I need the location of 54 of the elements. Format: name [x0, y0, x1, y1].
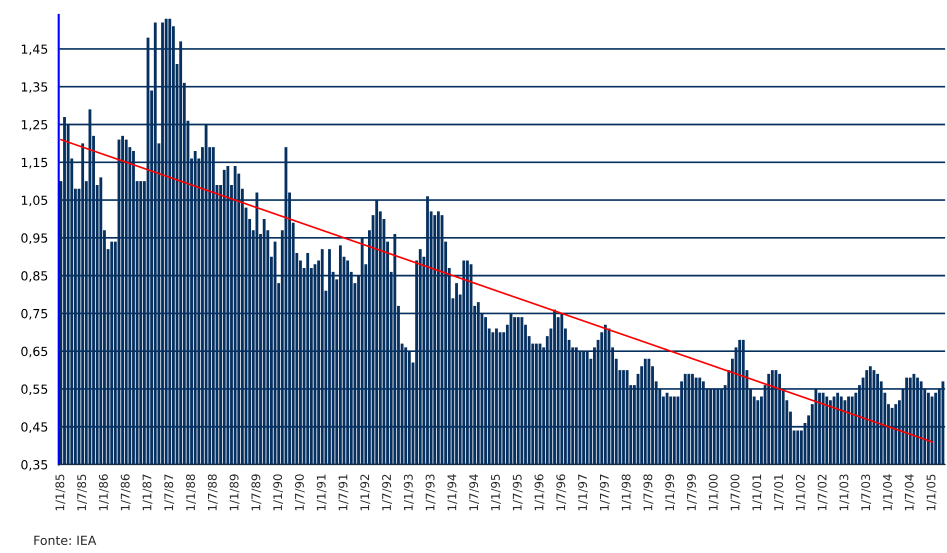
x-tick-label: 1/7/91	[338, 474, 348, 510]
y-tick-label: 1,45	[22, 44, 48, 56]
x-tick-label: 1/7/03	[861, 474, 872, 510]
x-tick-label: 1/7/87	[164, 474, 174, 510]
x-tick-label: 1/1/01	[752, 474, 762, 510]
x-tick-label: 1/7/00	[730, 474, 740, 510]
y-tick-label: 0,65	[21, 346, 48, 358]
x-tick-label: 1/7/94	[469, 474, 480, 510]
y-tick-label: 0,35	[21, 460, 48, 471]
x-tick-label: 1/1/03	[839, 474, 850, 510]
x-tick-label: 1/1/04	[882, 474, 893, 510]
y-tick-label: 1,35	[22, 82, 48, 93]
x-tick-label: 1/7/99	[686, 474, 697, 510]
x-tick-label: 1/7/01	[774, 474, 784, 510]
x-tick-label: 1/7/98	[643, 474, 654, 510]
y-tick-label: 0,55	[21, 384, 48, 396]
x-tick-label: 1/1/86	[98, 474, 109, 510]
x-tick-label: 1/1/93	[404, 474, 414, 510]
x-tick-label: 1/7/04	[904, 474, 915, 510]
x-tick-label: 1/7/93	[426, 474, 436, 510]
x-tick-label: 1/1/85	[55, 474, 66, 510]
x-tick-label: 1/1/02	[796, 474, 806, 510]
source-note: Fonte: IEA	[34, 536, 96, 546]
x-tick-label: 1/1/89	[230, 474, 240, 510]
x-tick-label: 1/7/92	[382, 474, 392, 510]
x-tick-label: 1/1/95	[490, 474, 501, 510]
x-tick-label: 1/7/86	[120, 474, 131, 510]
x-tick-label: 1/7/88	[208, 474, 218, 510]
x-tick-label: 1/7/97	[600, 474, 610, 510]
x-tick-label: 1/7/96	[556, 474, 566, 510]
x-tick-label: 1/7/02	[818, 474, 828, 510]
x-tick-label: 1/1/90	[273, 474, 284, 510]
y-tick-label: 0,95	[21, 233, 48, 244]
x-tick-label: 1/1/87	[142, 474, 152, 510]
y-tick-label: 1,25	[22, 120, 48, 131]
x-tick-label: 1/1/00	[708, 474, 719, 510]
x-tick-label: 1/1/96	[534, 474, 544, 510]
x-tick-label: 1/1/88	[186, 474, 196, 510]
y-tick-label: 0,75	[21, 308, 48, 320]
y-tick-label: 1,05	[22, 196, 48, 206]
x-tick-label: 1/7/95	[512, 474, 523, 510]
y-tick-label: 1,15	[22, 158, 48, 168]
y-tick-label: 0,85	[21, 271, 48, 282]
x-tick-label: 1/7/85	[77, 474, 88, 510]
x-tick-label: 1/1/99	[665, 474, 676, 510]
y-tick-label: 0,45	[21, 422, 48, 433]
x-tick-label: 1/1/98	[622, 474, 632, 510]
x-tick-label: 1/1/91	[316, 474, 327, 510]
x-tick-label: 1/7/90	[294, 474, 305, 510]
x-tick-label: 1/1/97	[578, 474, 588, 510]
x-tick-label: 1/1/94	[447, 474, 458, 510]
x-tick-label: 1/7/89	[251, 474, 262, 510]
x-tick-label: 1/1/92	[360, 474, 370, 510]
x-tick-label: 1/1/05	[926, 474, 936, 510]
